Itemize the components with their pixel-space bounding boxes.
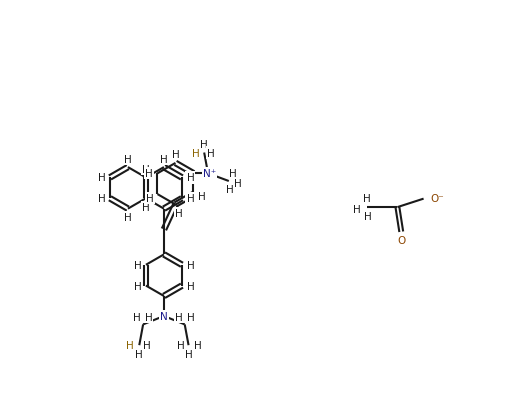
Text: H: H [186,260,194,270]
Text: H: H [142,164,150,175]
Text: H: H [175,209,182,218]
Text: H: H [187,313,195,323]
Text: H: H [133,313,141,323]
Text: H: H [198,192,206,202]
Text: O: O [397,236,405,245]
Text: H: H [207,148,215,158]
Text: N: N [160,311,168,322]
Text: O⁻: O⁻ [430,194,444,203]
Text: H: H [192,148,200,158]
Text: H: H [124,213,132,223]
Text: H: H [145,313,152,323]
Text: H: H [126,340,134,350]
Text: H: H [172,150,179,160]
Text: H: H [98,194,105,204]
Text: H: H [186,281,194,291]
Text: H: H [145,169,153,179]
Text: H: H [134,260,141,270]
Text: H: H [185,350,193,360]
Text: H: H [175,313,183,323]
Text: H: H [98,173,105,183]
Text: H: H [229,168,237,178]
Text: H: H [146,194,153,203]
Text: H: H [142,202,150,212]
Text: H: H [363,194,370,203]
Text: H: H [226,185,234,195]
Text: H: H [124,154,132,164]
Text: H: H [364,212,372,222]
Text: H: H [160,154,168,164]
Text: H: H [186,194,194,204]
Text: H: H [143,340,151,350]
Text: H: H [186,173,194,183]
Text: N⁺: N⁺ [203,169,216,179]
Text: H: H [177,340,185,350]
Text: H: H [194,340,202,350]
Text: H: H [136,350,143,360]
Text: H: H [234,178,242,188]
Text: H: H [200,140,208,150]
Text: H: H [134,281,141,291]
Text: H: H [354,204,361,214]
